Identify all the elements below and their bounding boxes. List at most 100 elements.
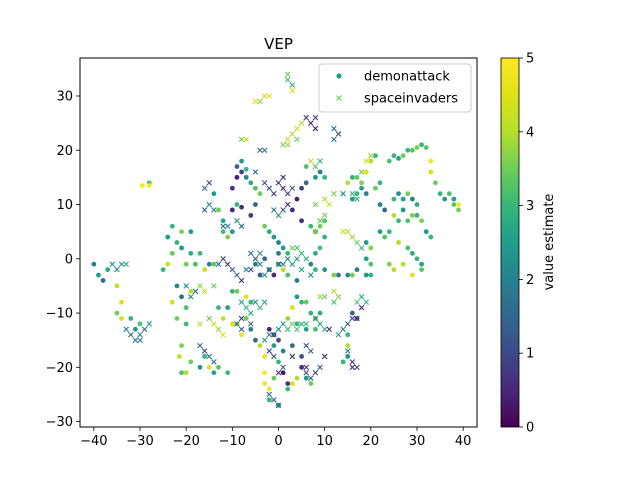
point-demonattack (396, 218, 401, 224)
point-demonattack (386, 158, 392, 164)
point-spaceinvaders (234, 218, 240, 224)
point-demonattack (419, 142, 425, 148)
point-demonattack (183, 261, 189, 267)
point-demonattack (225, 370, 231, 376)
point-demonattack (345, 343, 351, 349)
point-spaceinvaders (201, 288, 208, 295)
point-demonattack (266, 386, 272, 392)
point-demonattack (220, 229, 226, 235)
point-spaceinvaders (289, 261, 296, 267)
point-demonattack (211, 261, 217, 267)
point-demonattack (139, 183, 145, 188)
x-axis: −40 −30 −20 −10 0 10 20 30 40 (80, 427, 471, 449)
colorbar (500, 57, 520, 428)
point-spaceinvaders (289, 353, 296, 360)
point-demonattack (391, 267, 397, 273)
point-spaceinvaders (248, 321, 254, 327)
point-demonattack (206, 261, 212, 267)
point-spaceinvaders (312, 201, 319, 208)
point-demonattack (262, 381, 268, 386)
point-demonattack (345, 354, 351, 359)
point-spaceinvaders (206, 315, 213, 322)
point-demonattack (391, 212, 397, 218)
point-demonattack (239, 204, 244, 210)
point-demonattack (409, 212, 415, 218)
point-spaceinvaders (344, 348, 351, 354)
point-demonattack (414, 145, 420, 150)
point-demonattack (451, 202, 457, 207)
point-spaceinvaders (211, 283, 217, 289)
point-demonattack (437, 191, 443, 197)
point-spaceinvaders (211, 321, 217, 327)
point-spaceinvaders (294, 255, 300, 262)
point-spaceinvaders (215, 261, 222, 267)
point-demonattack (220, 218, 226, 224)
point-demonattack (229, 229, 235, 235)
point-demonattack (179, 343, 184, 349)
point-spaceinvaders (275, 261, 282, 267)
point-demonattack (368, 261, 374, 267)
point-demonattack (266, 397, 272, 403)
point-spaceinvaders (220, 223, 226, 230)
point-demonattack (176, 354, 182, 359)
point-spaceinvaders (192, 288, 199, 295)
point-spaceinvaders (261, 337, 268, 343)
point-spaceinvaders (349, 190, 356, 197)
point-demonattack (262, 223, 268, 229)
point-demonattack (248, 299, 254, 305)
point-demonattack (313, 267, 318, 273)
point-spaceinvaders (335, 131, 342, 137)
point-demonattack (202, 267, 208, 273)
point-demonattack (396, 240, 401, 245)
point-spaceinvaders (294, 136, 300, 143)
point-spaceinvaders (206, 201, 213, 208)
scatter-points (91, 71, 461, 409)
point-demonattack (294, 196, 300, 202)
point-demonattack (409, 147, 415, 153)
point-demonattack (114, 310, 120, 316)
legend-box (318, 63, 472, 113)
point-spaceinvaders (224, 223, 231, 230)
point-spaceinvaders (363, 299, 369, 305)
point-demonattack (414, 202, 420, 207)
point-spaceinvaders (243, 266, 249, 273)
point-spaceinvaders (271, 397, 277, 403)
point-spaceinvaders (321, 196, 328, 202)
point-demonattack (276, 359, 281, 365)
point-spaceinvaders (261, 147, 268, 154)
point-demonattack (216, 207, 221, 213)
point-demonattack (303, 375, 309, 381)
y-axis: −30 −20 −10 0 10 20 30 (46, 89, 80, 430)
y-tick-label: 20 (56, 144, 73, 159)
point-spaceinvaders (257, 304, 263, 311)
point-demonattack (363, 256, 369, 262)
point-demonattack (248, 326, 254, 332)
point-demonattack (349, 310, 355, 316)
point-demonattack (165, 261, 171, 267)
point-demonattack (169, 223, 175, 229)
point-spaceinvaders (257, 147, 263, 154)
point-demonattack (400, 261, 406, 267)
point-spaceinvaders (271, 190, 277, 197)
point-demonattack (349, 272, 355, 278)
point-spaceinvaders (201, 348, 208, 354)
point-spaceinvaders (201, 185, 208, 192)
point-spaceinvaders (354, 299, 360, 305)
point-spaceinvaders (349, 359, 356, 365)
point-demonattack (419, 261, 425, 267)
point-demonattack (405, 245, 411, 251)
point-spaceinvaders (289, 185, 296, 192)
x-tick-label: −40 (80, 434, 107, 449)
point-spaceinvaders (284, 326, 291, 333)
legend-label-demonattack: demonattack (364, 70, 450, 85)
point-demonattack (271, 272, 277, 278)
point-demonattack (359, 185, 364, 191)
point-demonattack (428, 234, 434, 240)
point-demonattack (132, 326, 138, 332)
point-demonattack (299, 218, 304, 224)
point-spaceinvaders (335, 331, 342, 338)
x-tick-label: 30 (409, 434, 426, 449)
point-spaceinvaders (358, 293, 365, 300)
point-demonattack (183, 370, 189, 376)
point-demonattack (253, 337, 258, 343)
